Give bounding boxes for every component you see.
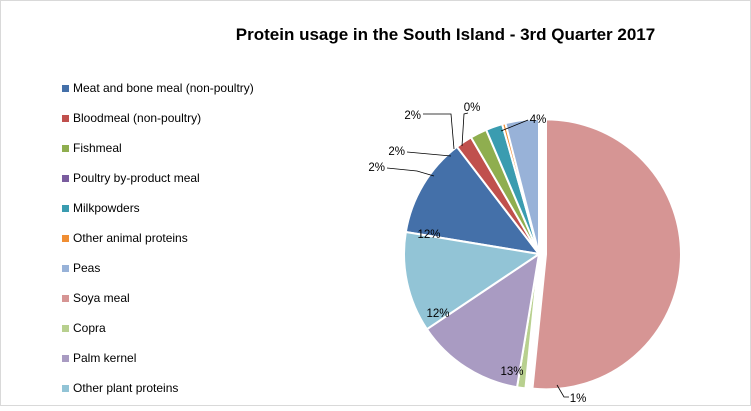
- legend-label: Fishmeal: [73, 141, 122, 155]
- data-label: 0%: [464, 102, 481, 114]
- legend-label: Soya meal: [73, 291, 130, 305]
- legend-label: Poultry by-product meal: [73, 171, 200, 185]
- data-label: 12%: [426, 308, 449, 320]
- legend-swatch: [62, 175, 69, 182]
- data-label: 1%: [570, 393, 587, 405]
- legend-swatch: [62, 205, 69, 212]
- legend-swatch: [62, 85, 69, 92]
- legend-label: Meat and bone meal (non-poultry): [73, 81, 254, 95]
- legend-item: Fishmeal: [62, 141, 302, 171]
- pie-slice: [403, 230, 542, 331]
- legend-swatch: [62, 355, 69, 362]
- legend: Meat and bone meal (non-poultry) Bloodmea…: [62, 81, 302, 411]
- legend-item: Meat and bone meal (non-poultry): [62, 81, 302, 111]
- legend-item: Palm kernel: [62, 351, 302, 381]
- legend-swatch: [62, 145, 69, 152]
- legend-item: Soya meal: [62, 291, 302, 321]
- leader-line: [386, 167, 435, 177]
- legend-label: Other plant proteins: [73, 381, 179, 395]
- legend-label: Peas: [73, 261, 101, 275]
- data-label: 2%: [368, 162, 385, 174]
- legend-label: Copra: [73, 321, 106, 335]
- legend-swatch: [62, 235, 69, 242]
- legend-item: Poultry by-product meal: [62, 171, 302, 201]
- data-label: 2%: [388, 146, 405, 158]
- legend-swatch: [62, 265, 69, 272]
- leader-line: [500, 119, 529, 132]
- data-label: 13%: [500, 366, 523, 378]
- legend-label: Milkpowders: [73, 201, 140, 215]
- pie-slice: [425, 251, 541, 389]
- legend-swatch: [62, 115, 69, 122]
- legend-swatch: [62, 325, 69, 332]
- leader-line: [423, 113, 455, 150]
- chart-title: Protein usage in the South Island - 3rd …: [235, 25, 656, 44]
- data-label: 2%: [404, 110, 421, 122]
- data-label: 12%: [417, 229, 440, 241]
- legend-label: Bloodmeal (non-poultry): [73, 111, 202, 125]
- leader-line: [461, 112, 469, 147]
- legend-item: Other plant proteins: [62, 381, 302, 411]
- leader-line: [556, 384, 569, 398]
- legend-item: Bloodmeal (non-poultry): [62, 111, 302, 141]
- legend-item: Other animal proteins: [62, 231, 302, 261]
- pie-slice: [531, 118, 682, 391]
- leader-line: [406, 151, 452, 157]
- legend-label: Other animal proteins: [73, 231, 188, 245]
- legend-label: Palm kernel: [73, 351, 137, 365]
- legend-swatch: [62, 295, 69, 302]
- legend-item: Copra: [62, 321, 302, 351]
- pie-slice: [504, 117, 540, 255]
- legend-item: Peas: [62, 261, 302, 291]
- pie-slice: [404, 145, 542, 256]
- legend-swatch: [62, 385, 69, 392]
- legend-item: Milkpowders: [62, 201, 302, 231]
- data-label: 4%: [530, 114, 547, 126]
